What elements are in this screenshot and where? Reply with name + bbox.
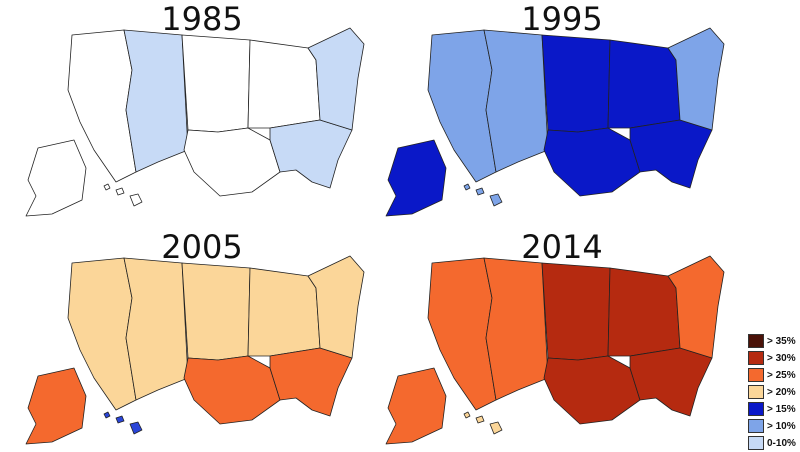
legend-label: > 30% — [767, 352, 796, 364]
legend-label: 0-10% — [767, 437, 796, 449]
region-mountain — [483, 257, 549, 401]
region-south — [183, 127, 281, 197]
map-title-2014: 2014 — [521, 228, 603, 266]
legend-item: > 30% — [748, 350, 800, 366]
legend-swatch — [748, 419, 764, 433]
region-southeast — [269, 347, 353, 417]
legend-item: > 35% — [748, 333, 800, 349]
region-midwest — [247, 267, 321, 357]
region-hawaii — [463, 411, 503, 435]
region-south — [543, 127, 641, 197]
legend: > 35% > 30% > 25% > 20% > 15% > 10% 0-10… — [748, 333, 800, 452]
legend-label: > 10% — [767, 420, 796, 432]
region-hawaii — [463, 183, 503, 207]
legend-label: > 15% — [767, 403, 796, 415]
region-alaska — [25, 139, 87, 217]
legend-item: > 10% — [748, 418, 800, 434]
map-title-1985: 1985 — [161, 0, 243, 38]
region-northeast — [667, 27, 725, 131]
legend-item: > 20% — [748, 384, 800, 400]
region-plains — [181, 262, 251, 361]
region-hawaii — [103, 183, 143, 207]
legend-swatch — [748, 334, 764, 348]
us-map-1995 — [385, 27, 725, 217]
legend-swatch — [748, 402, 764, 416]
legend-swatch — [748, 368, 764, 382]
legend-item: > 25% — [748, 367, 800, 383]
region-midwest — [607, 39, 681, 129]
region-northeast — [307, 27, 365, 131]
region-northeast — [667, 255, 725, 359]
us-map-1985 — [25, 27, 365, 217]
map-panel-2005: 2005 — [12, 228, 392, 448]
region-alaska — [385, 367, 447, 445]
legend-swatch — [748, 351, 764, 365]
region-plains — [541, 34, 611, 133]
region-south — [183, 355, 281, 425]
region-northeast — [307, 255, 365, 359]
legend-label: > 20% — [767, 386, 796, 398]
map-panel-1985: 1985 — [12, 0, 392, 220]
region-plains — [541, 262, 611, 361]
legend-label: > 25% — [767, 369, 796, 381]
us-map-2005 — [25, 255, 365, 445]
region-midwest — [607, 267, 681, 357]
region-mountain — [483, 29, 549, 173]
legend-swatch — [748, 436, 764, 450]
region-alaska — [25, 367, 87, 445]
map-panel-1995: 1995 — [372, 0, 752, 220]
region-hawaii — [103, 411, 143, 435]
us-map-2014 — [385, 255, 725, 445]
region-plains — [181, 34, 251, 133]
map-title-2005: 2005 — [161, 228, 243, 266]
legend-item: > 15% — [748, 401, 800, 417]
region-midwest — [247, 39, 321, 129]
legend-label: > 35% — [767, 335, 796, 347]
region-alaska — [385, 139, 447, 217]
map-title-1995: 1995 — [521, 0, 603, 38]
region-southeast — [269, 119, 353, 189]
region-south — [543, 355, 641, 425]
legend-item: 0-10% — [748, 435, 800, 451]
region-southeast — [629, 119, 713, 189]
region-mountain — [123, 29, 189, 173]
region-southeast — [629, 347, 713, 417]
legend-swatch — [748, 385, 764, 399]
map-panel-2014: 2014 — [372, 228, 752, 448]
region-mountain — [123, 257, 189, 401]
